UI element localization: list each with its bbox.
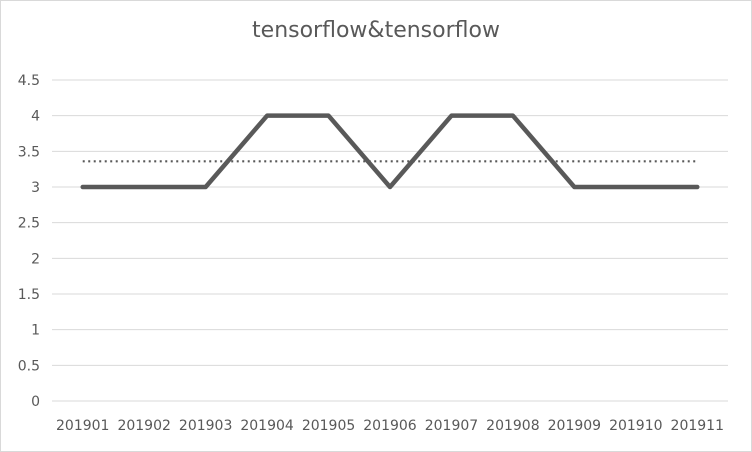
y-tick-label: 0 (31, 394, 40, 410)
y-tick-label: 1.5 (18, 287, 40, 303)
x-tick-label: 201901 (56, 418, 109, 434)
y-tick-label: 0.5 (18, 358, 40, 374)
x-tick-label: 201909 (548, 418, 601, 434)
x-tick-label: 201906 (363, 418, 417, 434)
x-tick-label: 201908 (486, 418, 539, 434)
y-tick-label: 2.5 (18, 216, 40, 232)
chart-title: tensorflow&tensorflow (252, 18, 500, 43)
x-tick-label: 201905 (302, 418, 355, 434)
x-tick-label: 201902 (117, 418, 170, 434)
x-tick-label: 201907 (425, 418, 478, 434)
x-tick-label: 201904 (240, 418, 294, 434)
y-tick-label: 1 (31, 323, 40, 339)
y-tick-label: 2 (31, 251, 40, 267)
x-tick-label: 201903 (179, 418, 232, 434)
y-tick-label: 3 (31, 180, 40, 196)
x-tick-label: 201910 (609, 418, 662, 434)
y-tick-label: 3.5 (18, 144, 40, 160)
y-tick-label: 4.5 (18, 73, 40, 89)
x-tick-label: 201911 (671, 418, 724, 434)
y-tick-label: 4 (31, 109, 40, 125)
